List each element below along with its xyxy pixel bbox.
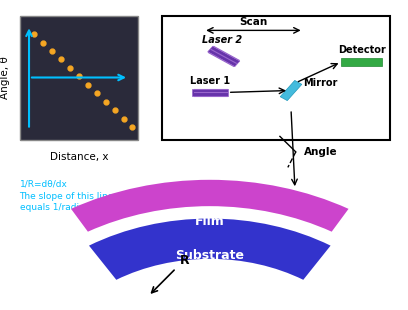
Text: 1/R=dθ/dx
The slope of this line
equals 1/radius: 1/R=dθ/dx The slope of this line equals …	[20, 180, 114, 212]
Text: Angle, θ: Angle, θ	[0, 56, 10, 99]
Text: Laser 2: Laser 2	[202, 35, 242, 45]
Text: Scan: Scan	[239, 17, 268, 27]
Polygon shape	[193, 89, 228, 96]
Polygon shape	[341, 58, 382, 66]
Text: Mirror: Mirror	[304, 78, 338, 88]
Text: Substrate: Substrate	[175, 249, 244, 262]
Wedge shape	[71, 180, 348, 232]
Polygon shape	[280, 81, 302, 100]
FancyBboxPatch shape	[162, 16, 390, 140]
Text: Angle: Angle	[304, 147, 337, 157]
FancyBboxPatch shape	[20, 16, 138, 140]
Polygon shape	[208, 46, 240, 67]
Text: Distance, x: Distance, x	[50, 152, 108, 162]
Text: Detector: Detector	[338, 45, 386, 55]
Wedge shape	[89, 219, 330, 280]
Text: Laser 1: Laser 1	[190, 76, 230, 86]
Text: Film: Film	[195, 215, 225, 228]
Text: R: R	[180, 254, 190, 267]
